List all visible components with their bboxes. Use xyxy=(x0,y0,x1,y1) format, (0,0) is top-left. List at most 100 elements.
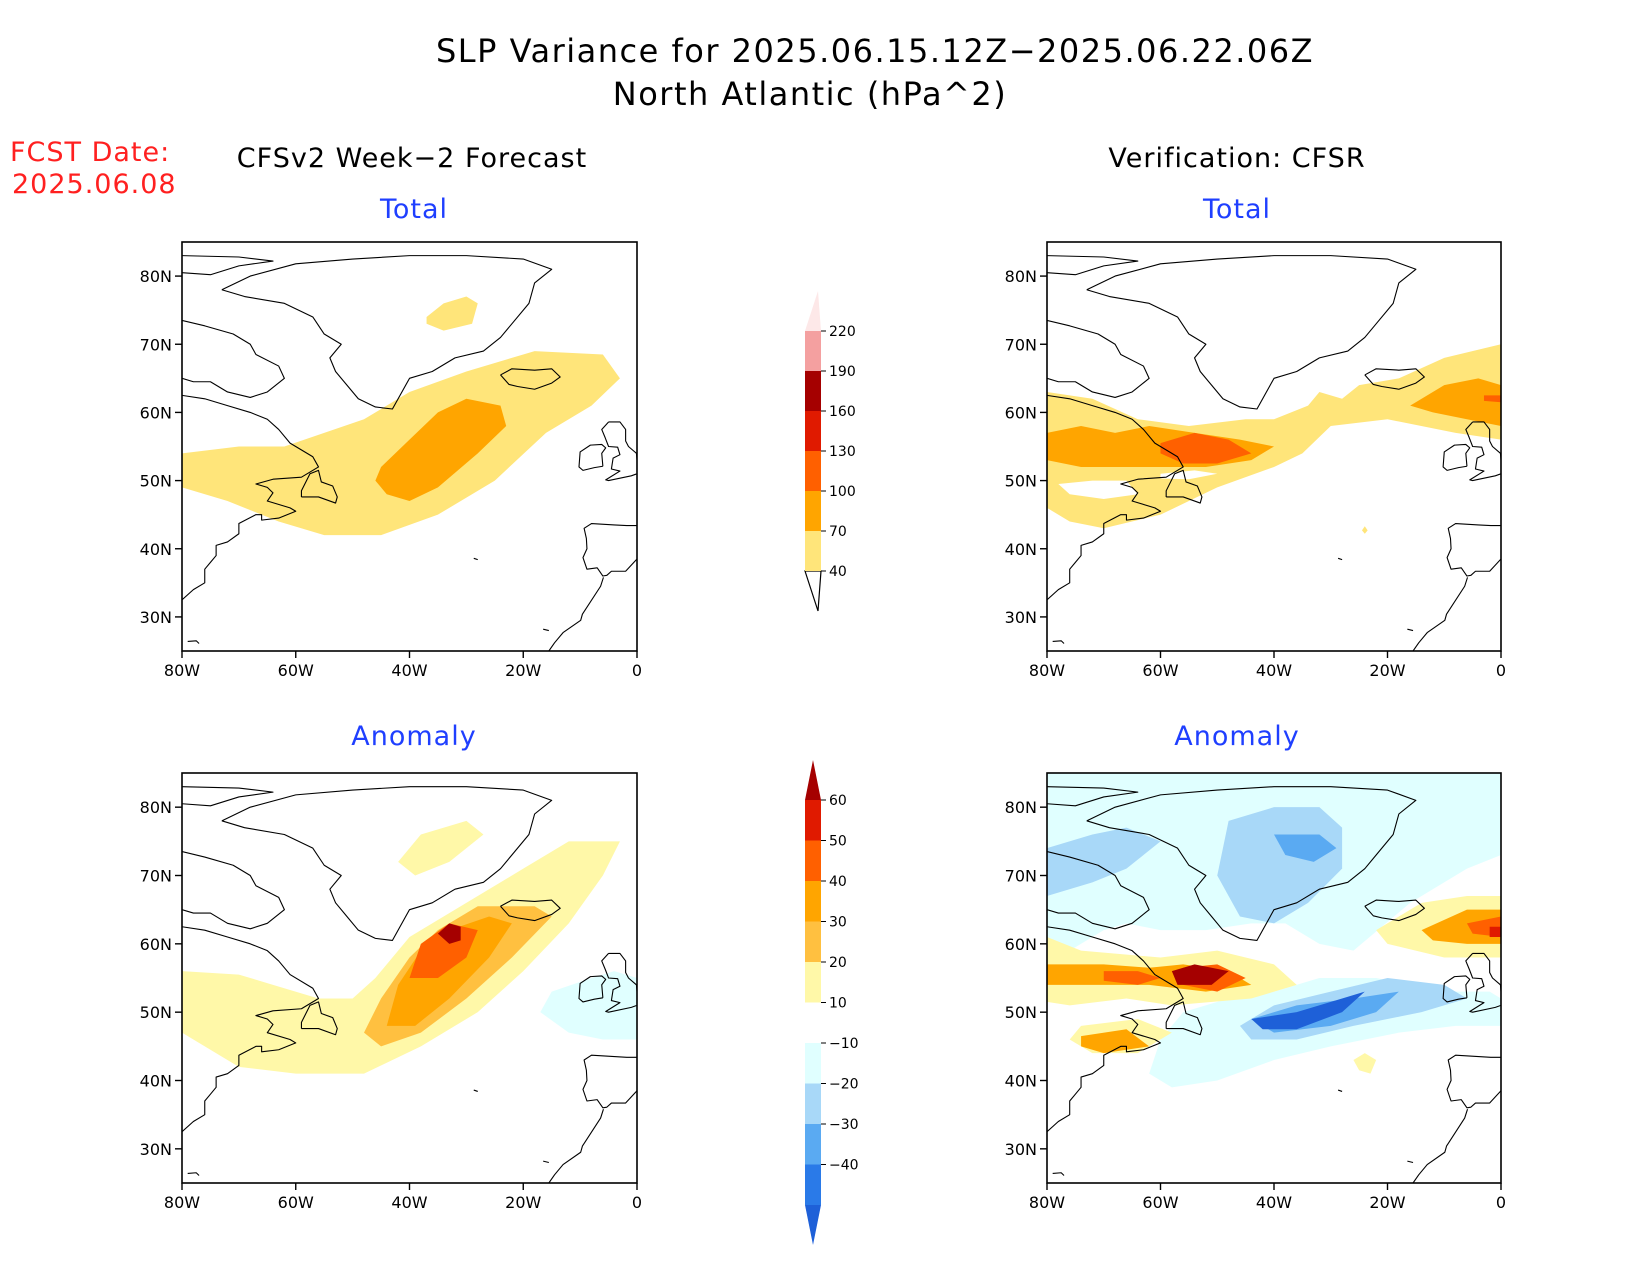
coastline-bermuda xyxy=(187,1172,200,1176)
contour-fill xyxy=(1081,1029,1150,1054)
lat-tick-label: 60N xyxy=(140,403,172,422)
lat-tick-label: 60N xyxy=(1005,403,1037,422)
lat-tick-label: 30N xyxy=(1005,608,1037,627)
lon-tick-label: 60W xyxy=(1142,661,1178,680)
lon-tick-label: 40W xyxy=(391,661,427,680)
coastline-ireland xyxy=(1442,975,1471,1003)
coastline-africa xyxy=(1412,1109,1469,1183)
total-colorbar: 40 70 100 130 160 190 220 xyxy=(804,291,856,612)
fcst-date-value: 2025.06.08 xyxy=(12,169,177,200)
figure-title-line2: North Atlantic (hPa^2) xyxy=(613,75,1007,113)
lon-tick-label: 20W xyxy=(505,1193,541,1212)
coastline-greenland xyxy=(1086,255,1417,410)
coastline-canada xyxy=(182,394,320,601)
coastline-britain xyxy=(1465,421,1501,482)
coastline-baffin xyxy=(182,851,285,930)
coastline-africa xyxy=(548,577,604,651)
coastline-iberia xyxy=(1446,1054,1501,1109)
coastline-ireland xyxy=(578,975,607,1003)
lat-tick-label: 50N xyxy=(1005,472,1037,491)
lat-tick-label: 80N xyxy=(1005,798,1037,817)
coastline-britain xyxy=(1465,952,1501,1013)
contour-fill xyxy=(1274,834,1337,862)
lon-tick-label: 0 xyxy=(632,1193,642,1212)
coastline-iceland xyxy=(500,899,561,922)
colorbar-segment xyxy=(805,1124,821,1165)
coastline-ellesmere xyxy=(1047,255,1139,276)
colorbar-segment xyxy=(805,1164,821,1205)
coastline-iberia xyxy=(1446,522,1501,577)
colorbar-tick-label: 20 xyxy=(829,955,847,971)
coastline-newfoundland xyxy=(1165,1001,1203,1036)
coastline-azores xyxy=(473,1089,478,1092)
coastline-canaries xyxy=(1407,1160,1414,1164)
lon-tick-label: 60W xyxy=(278,661,314,680)
coastline-azores xyxy=(473,557,478,561)
verification-total-map: 80N 70N 60N 50N 40N 30N 80W 60W 40W 20W 0 xyxy=(1005,241,1506,680)
colorbar-segment xyxy=(805,371,821,411)
coastline-canada xyxy=(182,926,320,1133)
lon-tick-label: 80W xyxy=(1029,661,1065,680)
lon-tick-label: 60W xyxy=(1142,1193,1178,1212)
colorbar-segment xyxy=(805,491,821,531)
contour-fill xyxy=(375,398,507,502)
contour-fill xyxy=(437,923,461,944)
coastline-baffin xyxy=(1047,319,1150,398)
figure-title-line1: SLP Variance for 2025.06.15.12Z−2025.06.… xyxy=(436,32,1314,70)
colorbar-segment xyxy=(805,962,821,1003)
contour-fill xyxy=(386,916,512,1026)
lon-tick-label: 20W xyxy=(505,661,541,680)
anomaly-colorbar: 60 50 40 30 20 10 −10 −20 −30 −40 xyxy=(805,760,859,1245)
colorbar-extension-high xyxy=(805,291,821,331)
coastline-iceland xyxy=(500,368,561,390)
coastline-britain xyxy=(601,952,637,1013)
lon-tick-label: 80W xyxy=(1029,1193,1065,1212)
forecast-total-map: 80N 70N 60N 50N 40N 30N 80W 60W 40W 20W 0 xyxy=(140,241,642,680)
coastline-iceland xyxy=(1364,368,1425,390)
forecast-column-title: CFSv2 Week−2 Forecast xyxy=(237,143,587,174)
lat-tick-label: 30N xyxy=(140,608,172,627)
contour-fill xyxy=(1047,827,1161,896)
contour-fill xyxy=(426,296,478,331)
coastline-canaries xyxy=(543,1160,549,1164)
contour-fill xyxy=(398,820,484,876)
colorbar-tick-label: 30 xyxy=(829,915,847,931)
contour-fill xyxy=(182,841,620,1074)
coastline-bermuda xyxy=(187,640,200,644)
contour-fill xyxy=(182,351,620,536)
contour-fill xyxy=(1410,378,1501,427)
lon-tick-label: 80W xyxy=(164,1193,200,1212)
contour-fill xyxy=(1361,526,1368,534)
coastline-iberia xyxy=(582,1054,637,1109)
lat-tick-label: 30N xyxy=(140,1140,172,1159)
colorbar-tick-label: 50 xyxy=(829,834,847,850)
lat-tick-label: 70N xyxy=(140,867,172,886)
coastline-azores xyxy=(1337,1089,1343,1092)
colorbar-segment xyxy=(805,451,821,491)
lon-tick-label: 20W xyxy=(1369,1193,1405,1212)
colorbar-tick-label: −40 xyxy=(829,1158,859,1174)
coastline-newfoundland xyxy=(300,1001,338,1036)
lat-tick-label: 50N xyxy=(140,472,172,491)
lon-tick-label: 60W xyxy=(278,1193,314,1212)
coastline-azores xyxy=(1337,557,1343,561)
lat-tick-label: 80N xyxy=(140,798,172,817)
colorbar-tick-label: 190 xyxy=(829,364,856,380)
verification-anomaly-map: 80N 70N 60N 50N 40N 30N 80W 60W 40W 20W 0 xyxy=(1005,772,1506,1212)
lon-tick-label: 0 xyxy=(632,661,642,680)
colorbar-tick-label: 10 xyxy=(829,996,847,1012)
coastline-bermuda xyxy=(1052,640,1065,644)
contour-fill xyxy=(1058,480,1138,499)
colorbar-segment xyxy=(805,881,821,922)
coastline-iberia xyxy=(582,522,637,577)
coastline-britain xyxy=(601,421,637,482)
colorbar-tick-label: 60 xyxy=(829,793,847,809)
coastline-ellesmere xyxy=(182,255,274,276)
coastline-africa xyxy=(1412,577,1469,651)
lon-tick-label: 0 xyxy=(1496,1193,1506,1212)
coastline-canaries xyxy=(1407,628,1414,632)
colorbar-tick-label: 70 xyxy=(829,524,847,540)
coastline-africa xyxy=(548,1109,604,1183)
contour-fill xyxy=(1489,926,1501,937)
contour-fill xyxy=(540,971,637,1040)
